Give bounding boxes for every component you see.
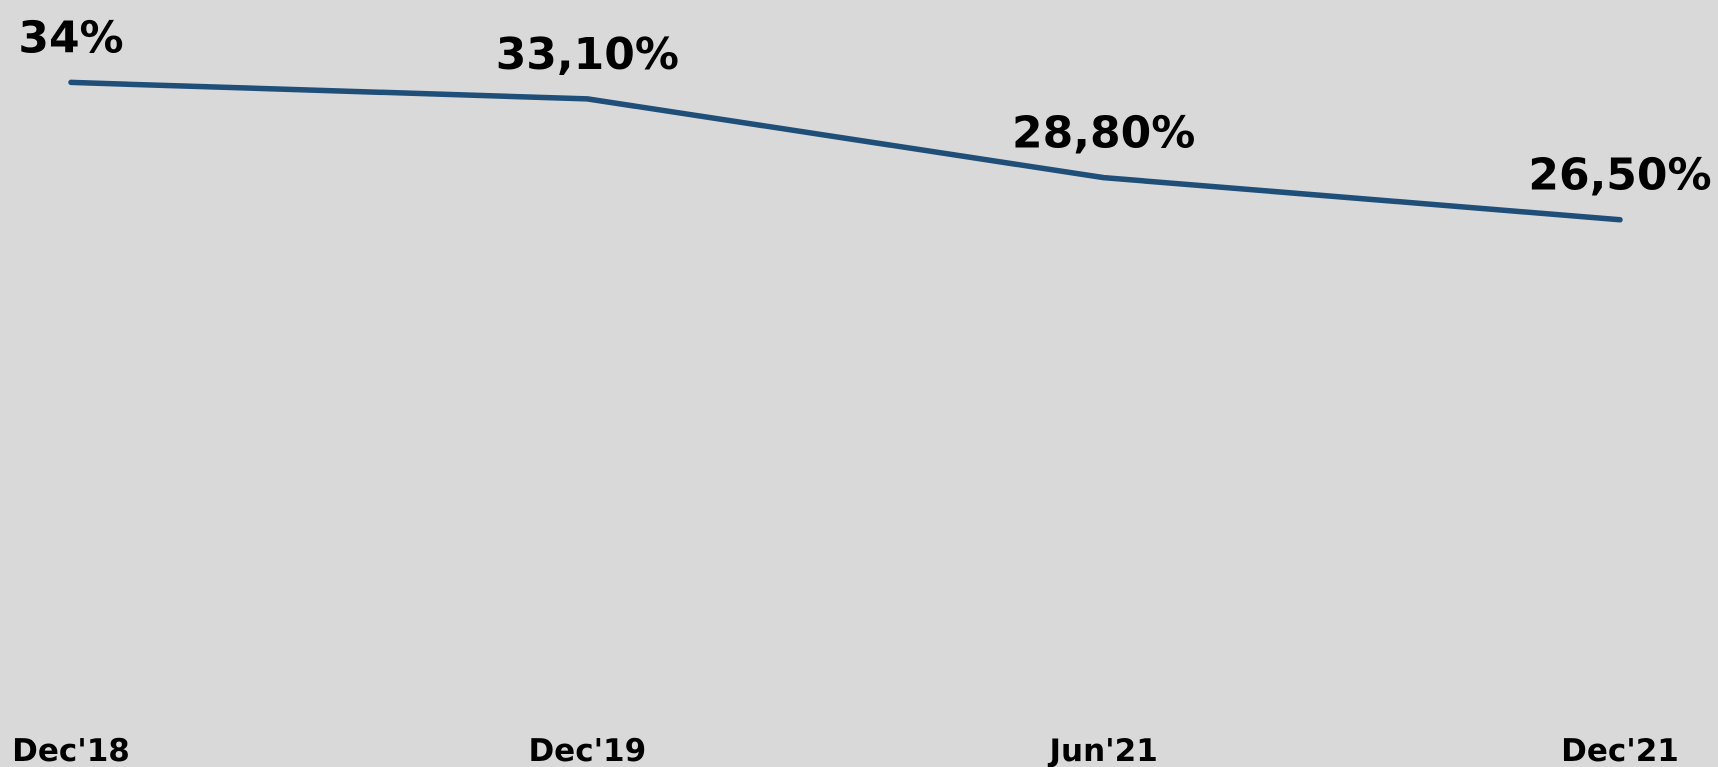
data-label: 33,10% [496, 29, 679, 80]
data-label: 26,50% [1528, 150, 1711, 201]
data-label: 28,80% [1012, 108, 1195, 159]
line [68, 79, 1623, 223]
x-tick-label: Dec'21 [1561, 733, 1679, 767]
x-tick-label: Jun'21 [1048, 733, 1158, 767]
x-tick-label: Dec'18 [12, 733, 130, 767]
x-tick-label: Dec'19 [528, 733, 646, 767]
data-label: 34% [18, 12, 123, 63]
